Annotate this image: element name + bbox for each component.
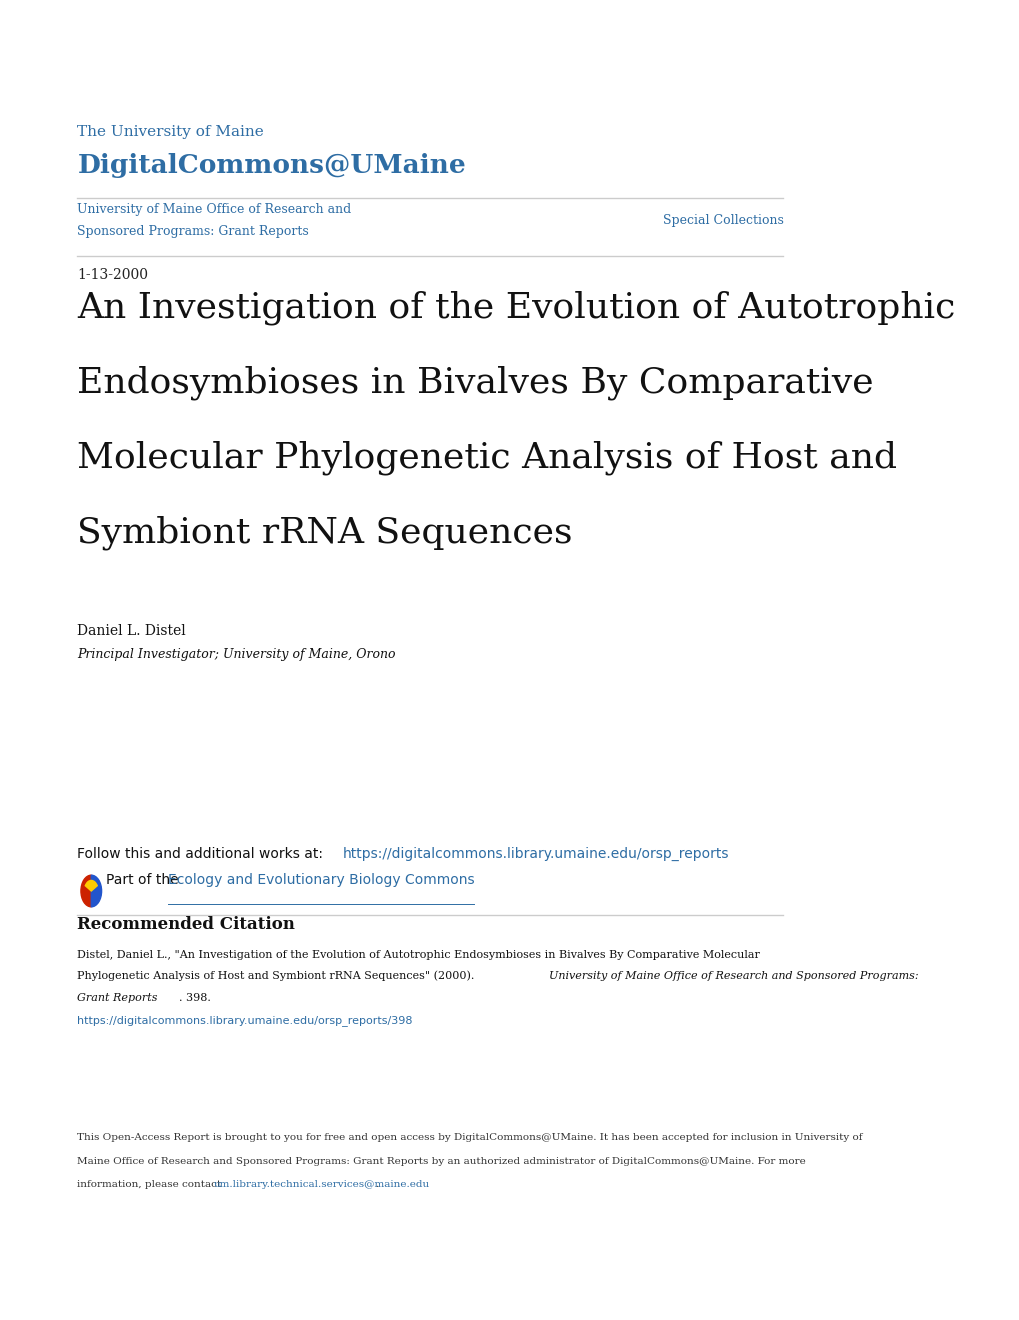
Text: Ecology and Evolutionary Biology Commons: Ecology and Evolutionary Biology Commons — [168, 873, 474, 887]
Text: 1-13-2000: 1-13-2000 — [77, 268, 149, 282]
Text: . 398.: . 398. — [179, 993, 211, 1003]
Text: Maine Office of Research and Sponsored Programs: Grant Reports by an authorized : Maine Office of Research and Sponsored P… — [77, 1156, 805, 1166]
Text: An Investigation of the Evolution of Autotrophic: An Investigation of the Evolution of Aut… — [77, 290, 955, 325]
Text: information, please contact: information, please contact — [77, 1180, 224, 1189]
Text: The University of Maine: The University of Maine — [77, 124, 264, 139]
Text: Follow this and additional works at:: Follow this and additional works at: — [77, 846, 327, 861]
Text: Grant Reports: Grant Reports — [77, 993, 158, 1003]
Wedge shape — [91, 875, 102, 907]
Text: DigitalCommons@UMaine: DigitalCommons@UMaine — [77, 153, 466, 178]
Text: https://digitalcommons.library.umaine.edu/orsp_reports: https://digitalcommons.library.umaine.ed… — [342, 846, 729, 861]
Text: Phylogenetic Analysis of Host and Symbiont rRNA Sequences" (2000).: Phylogenetic Analysis of Host and Symbio… — [77, 970, 478, 981]
Wedge shape — [86, 880, 97, 891]
Text: um.library.technical.services@maine.edu: um.library.technical.services@maine.edu — [213, 1180, 429, 1189]
Text: Special Collections: Special Collections — [662, 214, 783, 227]
Text: University of Maine Office of Research and Sponsored Programs:: University of Maine Office of Research a… — [549, 970, 918, 981]
Wedge shape — [81, 875, 91, 907]
Text: University of Maine Office of Research and: University of Maine Office of Research a… — [77, 203, 352, 216]
Text: Daniel L. Distel: Daniel L. Distel — [77, 623, 186, 638]
Text: Recommended Citation: Recommended Citation — [77, 916, 296, 933]
Text: Principal Investigator; University of Maine, Orono: Principal Investigator; University of Ma… — [77, 648, 395, 661]
Text: Sponsored Programs: Grant Reports: Sponsored Programs: Grant Reports — [77, 224, 309, 238]
Text: Symbiont rRNA Sequences: Symbiont rRNA Sequences — [77, 516, 573, 550]
Text: Endosymbioses in Bivalves By Comparative: Endosymbioses in Bivalves By Comparative — [77, 366, 873, 400]
Text: https://digitalcommons.library.umaine.edu/orsp_reports/398: https://digitalcommons.library.umaine.ed… — [77, 1015, 413, 1026]
Text: This Open-Access Report is brought to you for free and open access by DigitalCom: This Open-Access Report is brought to yo… — [77, 1133, 862, 1142]
Text: Part of the: Part of the — [106, 873, 182, 887]
Text: Molecular Phylogenetic Analysis of Host and: Molecular Phylogenetic Analysis of Host … — [77, 441, 897, 475]
Text: .: . — [375, 1180, 378, 1189]
Text: Distel, Daniel L., "An Investigation of the Evolution of Autotrophic Endosymbios: Distel, Daniel L., "An Investigation of … — [77, 949, 759, 960]
